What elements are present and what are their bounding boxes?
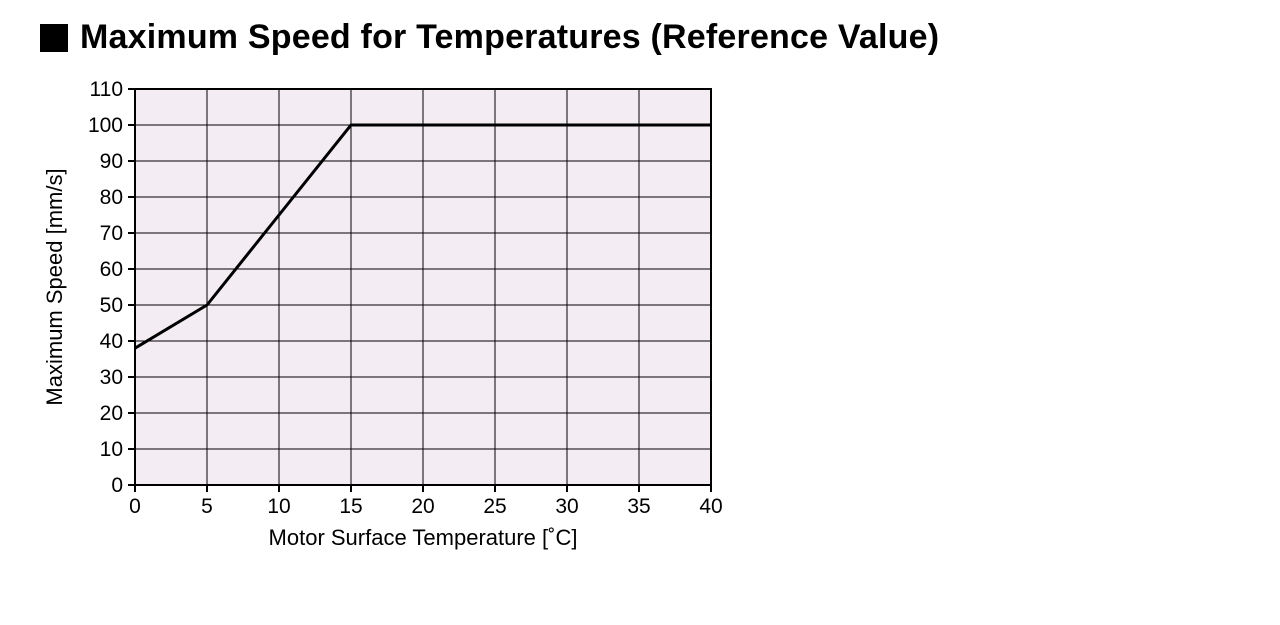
y-tick-label: 70 <box>100 222 123 245</box>
x-tick-label: 35 <box>627 495 650 518</box>
y-tick-label: 40 <box>100 330 123 353</box>
x-tick-label: 25 <box>483 495 506 518</box>
x-tick-label: 20 <box>411 495 434 518</box>
page-title: Maximum Speed for Temperatures (Referenc… <box>80 18 939 57</box>
x-axis-label: Motor Surface Temperature [˚C] <box>269 525 578 550</box>
y-tick-label: 80 <box>100 186 123 209</box>
x-tick-label: 15 <box>339 495 362 518</box>
chart-container: 0 5 10 15 20 25 30 35 40 0 10 20 30 40 50 60 70 80 90 100 11… <box>40 75 760 600</box>
y-tick-label: 10 <box>100 438 123 461</box>
y-tick-label: 90 <box>100 150 123 173</box>
y-tick-label: 50 <box>100 294 123 317</box>
speed-temperature-chart: 0 5 10 15 20 25 30 35 40 0 10 20 30 40 50 60 70 80 90 100 11… <box>40 75 760 595</box>
title-row: Maximum Speed for Temperatures (Referenc… <box>40 18 939 57</box>
square-bullet-icon <box>40 24 68 52</box>
y-axis-label: Maximum Speed [mm/s] <box>42 168 67 405</box>
page: Maximum Speed for Temperatures (Referenc… <box>0 0 1280 625</box>
x-tick-label: 5 <box>201 495 213 518</box>
x-tick-label: 30 <box>555 495 578 518</box>
y-tick-label: 30 <box>100 366 123 389</box>
x-tick-label: 0 <box>129 495 141 518</box>
x-tick-label: 10 <box>267 495 290 518</box>
y-tick-label: 60 <box>100 258 123 281</box>
y-tick-label: 20 <box>100 402 123 425</box>
y-tick-label: 100 <box>88 114 123 137</box>
x-tick-label: 40 <box>699 495 722 518</box>
y-tick-label: 110 <box>90 78 123 101</box>
y-tick-label: 0 <box>111 474 123 497</box>
